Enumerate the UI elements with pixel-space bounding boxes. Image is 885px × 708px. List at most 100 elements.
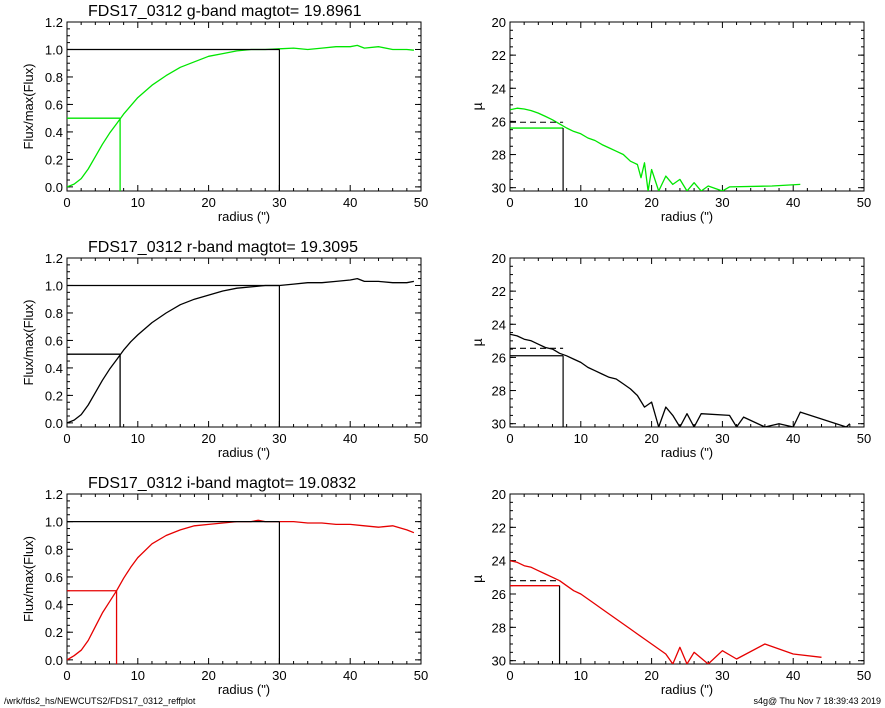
x-tick-label: 40 (786, 195, 800, 210)
y-tick-label: 1.0 (45, 278, 63, 293)
y-axis-label: µ (469, 102, 485, 110)
y-tick-label: 30 (492, 654, 506, 669)
y-tick-label: 1.0 (45, 515, 63, 530)
y-tick-label: 24 (492, 317, 506, 332)
axes-frame (66, 493, 422, 665)
x-tick-label: 20 (644, 195, 658, 210)
y-tick-label: 0.0 (45, 653, 63, 668)
x-tick-label: 0 (63, 668, 70, 683)
x-tick-label: 50 (857, 668, 871, 683)
y-axis-label: Flux/max(Flux) (21, 536, 36, 622)
plot-area (67, 519, 415, 664)
y-tick-label: 0.0 (45, 416, 63, 431)
y-tick-label: 0.8 (45, 70, 63, 85)
plot-area (510, 107, 801, 191)
x-tick-label: 50 (857, 431, 871, 446)
x-tick-label: 30 (272, 195, 286, 210)
axes-frame (509, 257, 865, 428)
y-tick-label: 0.0 (45, 180, 63, 195)
y-tick-label: 28 (492, 620, 506, 635)
y-tick-label: 0.2 (45, 625, 63, 640)
series-line-r-band (510, 333, 851, 427)
panel-i-growth-curve: 0 10 20 30 40 50 0.0 0.2 0.4 0.6 0.8 1.0 1.2 radius (… (21, 487, 428, 697)
x-axis-label: radius (") (218, 682, 270, 697)
x-tick-label: 50 (414, 668, 428, 683)
y-tick-label: 26 (492, 114, 506, 129)
y-axis-label: Flux/max(Flux) (21, 300, 36, 386)
x-axis-label: radius (") (218, 445, 270, 460)
x-tick-label: 0 (63, 431, 70, 446)
x-tick-label: 0 (506, 668, 513, 683)
x-tick-label: 40 (343, 431, 357, 446)
x-tick-label: 40 (343, 195, 357, 210)
x-tick-label: 10 (574, 195, 588, 210)
plot-area (510, 560, 822, 664)
x-tick-label: 30 (272, 668, 286, 683)
x-axis-label: radius (") (661, 682, 713, 697)
axes-frame (509, 493, 865, 665)
axes-frame (66, 257, 422, 428)
y-axis-label: Flux/max(Flux) (21, 64, 36, 150)
y-tick-label: 30 (492, 417, 506, 432)
y-tick-label: 26 (492, 350, 506, 365)
x-tick-label: 20 (201, 195, 215, 210)
x-tick-label: 30 (715, 195, 729, 210)
x-tick-label: 40 (343, 668, 357, 683)
series-line-i-band (67, 519, 415, 661)
y-tick-label: 1.2 (45, 251, 63, 266)
x-axis-label: radius (") (218, 209, 270, 224)
x-tick-label: 30 (715, 668, 729, 683)
y-tick-label: 0.6 (45, 333, 63, 348)
x-tick-label: 40 (786, 431, 800, 446)
x-tick-label: 40 (786, 668, 800, 683)
y-axis-label: µ (469, 338, 485, 346)
y-axis-label: µ (469, 575, 485, 583)
x-tick-label: 10 (131, 195, 145, 210)
series-line-g-band (510, 107, 801, 191)
footer-path: /wrk/fds2_hs/NEWCUTS2/FDS17_0312_reffplo… (4, 696, 196, 706)
x-tick-label: 20 (201, 431, 215, 446)
x-tick-label: 50 (857, 195, 871, 210)
y-tick-label: 20 (492, 251, 506, 266)
x-tick-label: 50 (414, 195, 428, 210)
y-tick-label: 20 (492, 15, 506, 30)
y-tick-label: 24 (492, 554, 506, 569)
x-tick-label: 20 (644, 668, 658, 683)
panel-title-i-band: FDS17_0312 i-band magtot= 19.0832 (88, 475, 356, 492)
x-tick-label: 10 (131, 431, 145, 446)
panel-r-growth-curve: 0 10 20 30 40 50 0.0 0.2 0.4 0.6 0.8 1.0 1.2 radius (… (21, 251, 428, 460)
y-tick-label: 28 (492, 148, 506, 163)
x-tick-label: 0 (506, 195, 513, 210)
x-tick-label: 50 (414, 431, 428, 446)
x-axis-label: radius (") (661, 209, 713, 224)
y-tick-label: 0.8 (45, 542, 63, 557)
y-tick-label: 1.0 (45, 42, 63, 57)
panel-title-g-band: FDS17_0312 g-band magtot= 19.8961 (88, 3, 362, 20)
y-tick-label: 26 (492, 587, 506, 602)
y-tick-label: 1.2 (45, 487, 63, 502)
y-tick-label: 0.6 (45, 97, 63, 112)
x-tick-label: 10 (574, 668, 588, 683)
y-tick-label: 30 (492, 181, 506, 196)
x-tick-label: 10 (131, 668, 145, 683)
y-tick-label: 24 (492, 81, 506, 96)
plot-area (510, 333, 851, 427)
y-tick-label: 20 (492, 487, 506, 502)
series-line-g-band (67, 44, 414, 188)
y-tick-label: 22 (492, 284, 506, 299)
x-tick-label: 20 (644, 431, 658, 446)
footer-timestamp: s4g@ Thu Nov 7 18:39:43 2019 (753, 696, 881, 706)
panel-g-growth-curve: 0 10 20 30 40 50 0.0 0.2 0.4 0.6 0.8 1.0 1.2 radius (… (21, 15, 428, 224)
x-tick-label: 10 (574, 431, 588, 446)
axes-frame (66, 21, 422, 192)
y-tick-label: 0.4 (45, 598, 63, 613)
y-tick-label: 0.2 (45, 388, 63, 403)
y-tick-label: 22 (492, 520, 506, 535)
y-tick-label: 0.8 (45, 306, 63, 321)
x-axis-label: radius (") (661, 445, 713, 460)
y-tick-label: 0.2 (45, 152, 63, 167)
